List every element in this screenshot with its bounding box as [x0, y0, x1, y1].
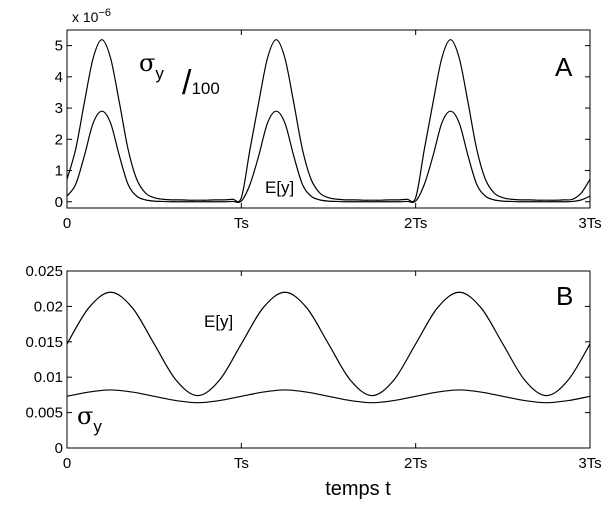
- x-axis-label: temps t: [325, 478, 391, 500]
- panel-b-y-tick-label: 0: [55, 440, 63, 457]
- panel-a-y-tick-label: 3: [55, 100, 63, 117]
- panel-a-ticks: 0 Ts 2Ts 3Ts 0 1 2 3 4 5: [55, 30, 602, 232]
- panel-b-x-tick-label: Ts: [234, 455, 249, 472]
- panel-a-x-tick-label: 2Ts: [404, 215, 427, 232]
- panel-b-y-tick-label: 0.025: [25, 263, 63, 280]
- panel-a-sigma-sub: y: [155, 64, 164, 83]
- panel-b-y-tick-label: 0.015: [25, 334, 63, 351]
- panel-a-y-tick-label: 2: [55, 131, 63, 148]
- panel-a-y-tick-label: 5: [55, 38, 63, 55]
- panel-a-multiplier: x 10−6: [72, 7, 111, 25]
- panel-a-sigma-label: σy: [139, 49, 164, 83]
- panel-b-ticks: 0 Ts 2Ts 3Ts 0 0.005 0.01 0.015 0.02 0.025: [25, 263, 601, 472]
- panel-a: 0 Ts 2Ts 3Ts 0 1 2 3 4 5 x 10−6 A σy /100 E[y]: [55, 7, 602, 232]
- panel-b-letter: B: [556, 281, 573, 311]
- panel-a-series-line-mean: [66, 110, 591, 204]
- panel-a-scale: 100: [191, 79, 219, 98]
- panel-a-frame: [66, 29, 591, 209]
- panel-b-y-tick-label: 0.005: [25, 405, 63, 422]
- panel-a-sigma: σ: [139, 49, 155, 77]
- panel-b-series-line-mean: [66, 291, 591, 397]
- panel-b-x-tick-label: 2Ts: [404, 455, 427, 472]
- panel-b-series-line-sigma: [66, 389, 591, 404]
- panel-a-ey-label: E[y]: [265, 178, 294, 197]
- panel-a-x-tick-label: 3Ts: [578, 215, 601, 232]
- panel-a-y-tick-label: 0: [55, 194, 63, 211]
- panel-a-multiplier-base: x 10: [72, 9, 99, 25]
- panel-b-sigma-label: σy: [77, 402, 102, 436]
- panel-a-scale-note: /100: [182, 64, 220, 102]
- panel-b-sigma-sub: y: [93, 417, 102, 436]
- panel-b-frame: [66, 270, 591, 449]
- panel-a-lines: [66, 39, 591, 204]
- panel-a-y-tick-label: 4: [55, 69, 63, 86]
- panel-b-lines: [66, 291, 591, 404]
- panel-b-y-tick-label: 0.01: [34, 369, 63, 386]
- panel-a-series-line-sigma: [66, 39, 591, 203]
- panel-a-x-tick-label: Ts: [234, 215, 249, 232]
- panel-a-y-tick-label: 1: [55, 163, 63, 180]
- panel-a-x-tick-label: 0: [63, 215, 71, 232]
- panel-b-ey-label: E[y]: [204, 312, 233, 331]
- panel-b-x-tick-label: 0: [63, 455, 71, 472]
- panel-b: 0 Ts 2Ts 3Ts 0 0.005 0.01 0.015 0.02 0.025 B E[y]…: [25, 263, 601, 500]
- panel-b-sigma: σ: [77, 402, 93, 430]
- panel-a-letter: A: [555, 52, 573, 82]
- panel-a-slash: /: [182, 64, 192, 102]
- panel-b-x-tick-label: 3Ts: [578, 455, 601, 472]
- panel-b-y-tick-label: 0.02: [34, 298, 63, 315]
- panel-a-multiplier-exponent: −6: [98, 7, 111, 19]
